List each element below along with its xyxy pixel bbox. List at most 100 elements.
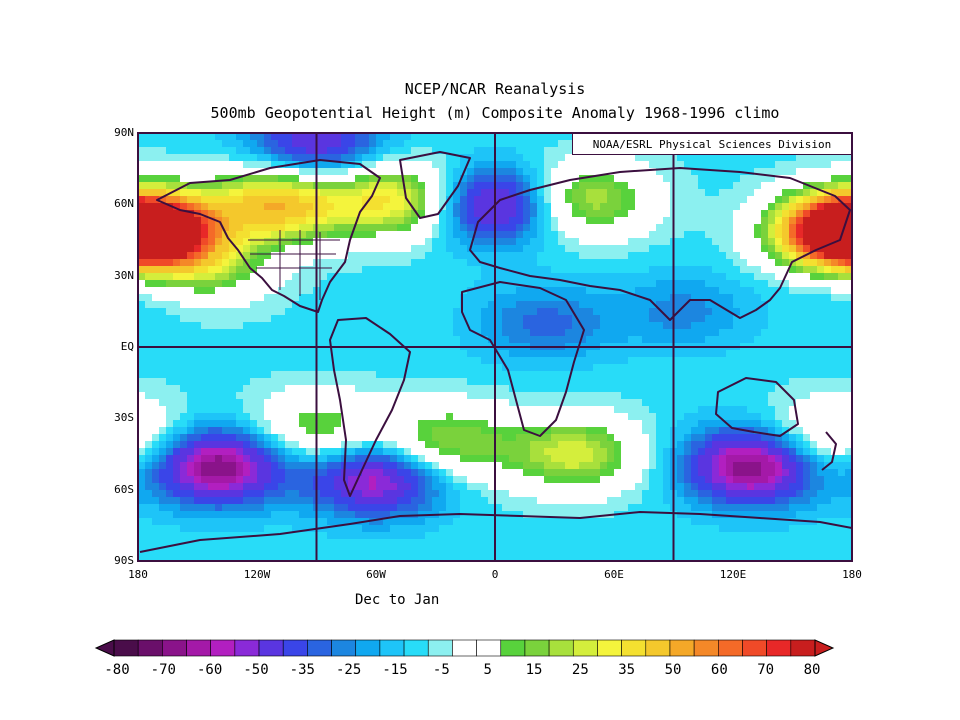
field-cell — [467, 385, 475, 393]
field-cell — [460, 399, 468, 407]
field-cell — [684, 189, 692, 197]
field-cell — [684, 399, 692, 407]
field-cell — [215, 175, 223, 183]
field-cell — [810, 462, 818, 470]
field-cell — [383, 266, 391, 274]
field-cell — [488, 448, 496, 456]
field-cell — [530, 301, 538, 309]
field-cell — [383, 245, 391, 253]
field-cell — [320, 420, 328, 428]
field-cell — [551, 308, 559, 316]
field-cell — [614, 406, 622, 414]
field-cell — [348, 413, 356, 421]
field-cell — [341, 196, 349, 204]
field-cell — [684, 224, 692, 232]
field-cell — [278, 231, 286, 239]
field-cell — [285, 448, 293, 456]
field-cell — [446, 350, 454, 358]
field-cell — [684, 217, 692, 225]
field-cell — [523, 287, 531, 295]
field-cell — [754, 336, 762, 344]
field-cell — [726, 406, 734, 414]
field-cell — [600, 203, 608, 211]
field-cell — [509, 168, 517, 176]
field-cell — [782, 364, 790, 372]
field-cell — [397, 280, 405, 288]
field-cell — [593, 378, 601, 386]
field-cell — [264, 182, 272, 190]
field-cell — [243, 175, 251, 183]
field-cell — [222, 462, 230, 470]
field-cell — [271, 203, 279, 211]
field-cell — [845, 308, 852, 316]
field-cell — [754, 280, 762, 288]
field-cell — [558, 161, 566, 169]
field-cell — [341, 322, 349, 330]
field-cell — [663, 266, 671, 274]
field-cell — [194, 245, 202, 253]
field-cell — [327, 245, 335, 253]
field-cell — [460, 301, 468, 309]
field-cell — [544, 329, 552, 337]
field-cell — [537, 196, 545, 204]
field-cell — [152, 161, 160, 169]
field-cell — [495, 357, 503, 365]
field-cell — [838, 189, 846, 197]
field-cell — [593, 203, 601, 211]
field-cell — [537, 224, 545, 232]
field-cell — [215, 350, 223, 358]
field-cell — [831, 378, 839, 386]
field-cell — [775, 224, 783, 232]
field-cell — [348, 406, 356, 414]
field-cell — [600, 210, 608, 218]
field-cell — [845, 406, 852, 414]
field-cell — [726, 294, 734, 302]
field-cell — [684, 448, 692, 456]
field-cell — [264, 357, 272, 365]
field-cell — [838, 406, 846, 414]
field-cell — [411, 231, 419, 239]
field-cell — [166, 238, 174, 246]
field-cell — [159, 287, 167, 295]
field-cell — [642, 161, 650, 169]
field-cell — [488, 147, 496, 155]
field-cell — [621, 182, 629, 190]
field-cell — [502, 322, 510, 330]
field-cell — [831, 413, 839, 421]
field-cell — [810, 287, 818, 295]
field-cell — [579, 399, 587, 407]
field-cell — [138, 399, 146, 407]
field-cell — [656, 203, 664, 211]
field-cell — [719, 273, 727, 281]
field-cell — [824, 371, 832, 379]
field-cell — [495, 336, 503, 344]
field-cell — [831, 427, 839, 435]
field-cell — [390, 231, 398, 239]
field-cell — [278, 385, 286, 393]
field-cell — [523, 182, 531, 190]
field-cell — [782, 413, 790, 421]
field-cell — [250, 455, 258, 463]
field-cell — [187, 441, 195, 449]
field-cell — [628, 238, 636, 246]
field-cell — [432, 413, 440, 421]
field-cell — [222, 350, 230, 358]
field-cell — [607, 448, 615, 456]
field-cell — [145, 322, 153, 330]
field-cell — [383, 231, 391, 239]
field-cell — [271, 273, 279, 281]
field-cell — [775, 434, 783, 442]
field-cell — [831, 210, 839, 218]
field-cell — [740, 378, 748, 386]
field-cell — [824, 469, 832, 477]
field-cell — [775, 385, 783, 393]
field-cell — [551, 413, 559, 421]
field-cell — [803, 266, 811, 274]
field-cell — [215, 259, 223, 267]
field-cell — [320, 378, 328, 386]
field-cell — [796, 364, 804, 372]
field-cell — [341, 413, 349, 421]
field-cell — [418, 133, 426, 141]
field-cell — [257, 469, 265, 477]
field-cell — [614, 420, 622, 428]
